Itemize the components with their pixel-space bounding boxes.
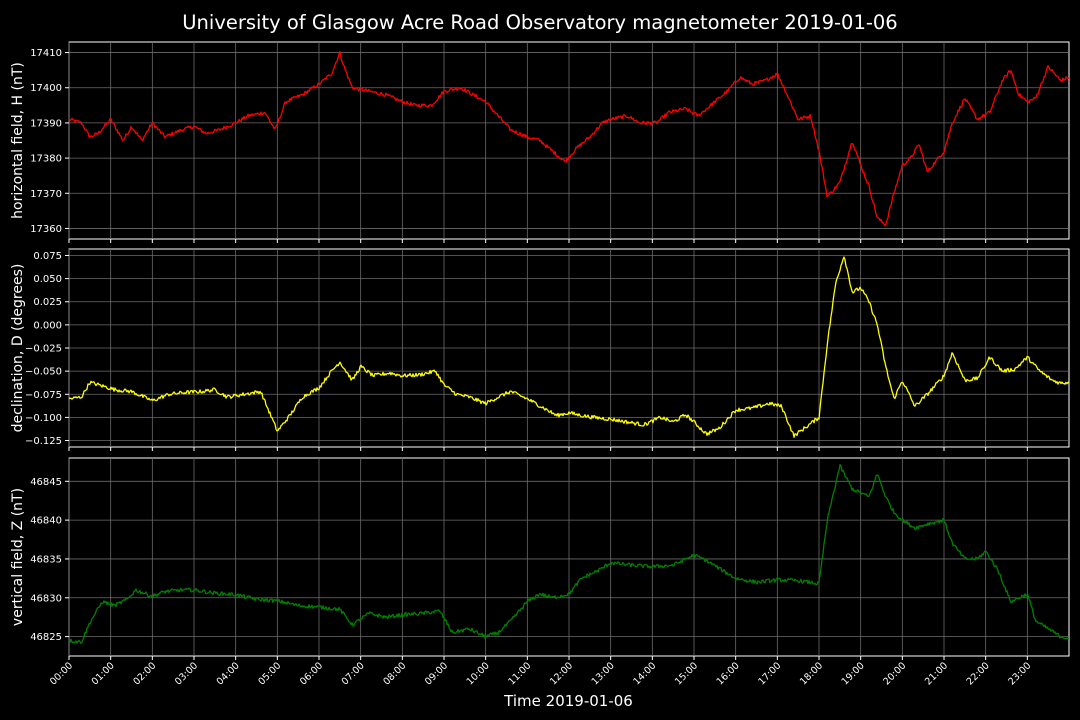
y-tick-label: −0.125 bbox=[25, 436, 62, 447]
y-axis-label: vertical field, Z (nT) bbox=[10, 488, 26, 626]
y-tick-label: 46825 bbox=[30, 632, 62, 643]
y-tick-label: −0.050 bbox=[25, 367, 62, 378]
y-tick-label: 0.000 bbox=[33, 320, 62, 331]
panel-3: 46825 46830 46835 46840 46845 vertical field,… bbox=[10, 457, 1070, 660]
y-tick-label: 17360 bbox=[30, 224, 62, 235]
y-tick-label: 17370 bbox=[30, 189, 62, 200]
y-tick-label: −0.100 bbox=[25, 413, 62, 424]
series-line bbox=[68, 463, 1069, 645]
y-tick-label: 46845 bbox=[30, 477, 62, 488]
y-tick-label: 46830 bbox=[30, 593, 62, 604]
y-tick-label: 46835 bbox=[30, 554, 62, 565]
y-axis-label: horizontal field, H (nT) bbox=[10, 62, 26, 219]
y-axis-label: declination, D (degrees) bbox=[10, 264, 26, 433]
y-tick-label: 17400 bbox=[30, 83, 62, 94]
y-tick-label: 0.075 bbox=[33, 251, 62, 262]
y-tick-label: −0.025 bbox=[25, 344, 62, 355]
y-tick-label: 17380 bbox=[30, 154, 62, 165]
y-tick-label: 0.050 bbox=[33, 274, 62, 285]
series-line bbox=[68, 50, 1070, 227]
y-tick-label: 17410 bbox=[30, 48, 62, 59]
y-tick-label: −0.075 bbox=[25, 390, 62, 401]
y-tick-label: 0.025 bbox=[33, 297, 62, 308]
y-tick-label: 17390 bbox=[30, 118, 62, 129]
x-axis-label: Time 2019-01-06 bbox=[503, 692, 633, 710]
panel-1: 17360 17370 17380 17390 17400 17410 horizontal… bbox=[10, 41, 1070, 243]
y-tick-label: 46840 bbox=[30, 516, 62, 527]
series-line bbox=[68, 256, 1070, 438]
panel-2: −0.125 −0.100 −0.075 −0.050 −0.025 0.000 0.025… bbox=[10, 248, 1070, 451]
chart-title: University of Glasgow Acre Road Observat… bbox=[182, 11, 897, 34]
